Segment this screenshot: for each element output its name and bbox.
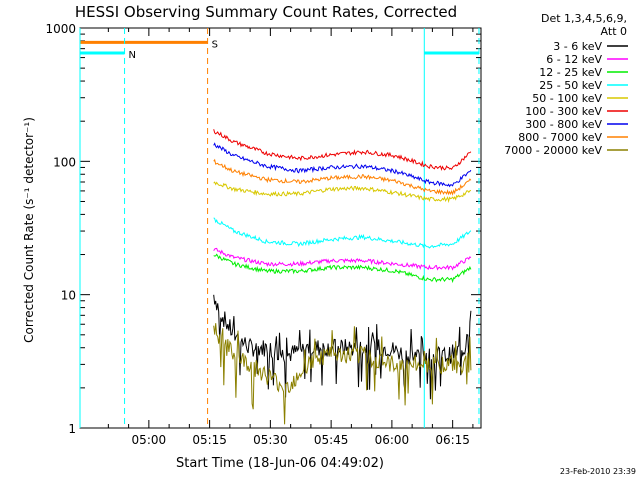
x-tick-label-3: 05:45 [314, 433, 349, 447]
y-axis-label: Corrected Count Rate (s⁻¹ detector⁻¹) [22, 117, 36, 343]
y-tick-label-2: 100 [53, 155, 76, 169]
x-axis-label: Start Time (18-Jun-06 04:49:02) [176, 456, 384, 471]
series-line-3 [213, 217, 472, 249]
legend-label-2: 12 - 25 keV [539, 66, 602, 79]
y-tick-label-1: 10 [61, 289, 76, 303]
series-line-0 [213, 294, 472, 400]
legend-label-3: 25 - 50 keV [539, 79, 602, 92]
plot-area: 05:00 05:15 05:30 05:45 06:00 06:15 1 10 100 1000… [45, 22, 482, 447]
annotation-label-2: S [212, 39, 218, 50]
x-tick-label-5: 06:15 [435, 433, 470, 447]
legend-label-5: 100 - 300 keV [525, 105, 602, 118]
annotation-label-0: N [129, 50, 136, 61]
x-tick-label-2: 05:30 [253, 433, 288, 447]
legend-label-1: 6 - 12 keV [546, 53, 602, 66]
series-line-4 [213, 181, 472, 204]
y-tick-label-0: 1 [68, 422, 76, 436]
legend-header-0: Det 1,3,4,5,6,9, [541, 12, 627, 25]
legend-label-6: 300 - 800 keV [525, 118, 602, 131]
legend-label-0: 3 - 6 keV [553, 40, 602, 53]
series-line-6 [213, 142, 472, 188]
series-line-5 [213, 129, 472, 171]
legend-label-4: 50 - 100 keV [532, 92, 602, 105]
x-tick-label-1: 05:15 [192, 433, 227, 447]
series-line-7 [213, 158, 472, 196]
x-tick-label-0: 05:00 [132, 433, 167, 447]
x-tick-label-4: 06:00 [375, 433, 410, 447]
series-line-2 [213, 253, 472, 284]
series-line-1 [213, 247, 472, 271]
y-tick-label-3: 1000 [45, 22, 76, 36]
legend-label-7: 800 - 7000 keV [518, 131, 602, 144]
footer-timestamp: 23-Feb-2010 23:39 [560, 467, 636, 476]
series-line-8 [213, 323, 472, 425]
legend-header-1: Att 0 [601, 25, 627, 38]
legend-label-8: 7000 - 20000 keV [504, 144, 602, 157]
chart-title: HESSI Observing Summary Count Rates, Cor… [75, 3, 457, 21]
